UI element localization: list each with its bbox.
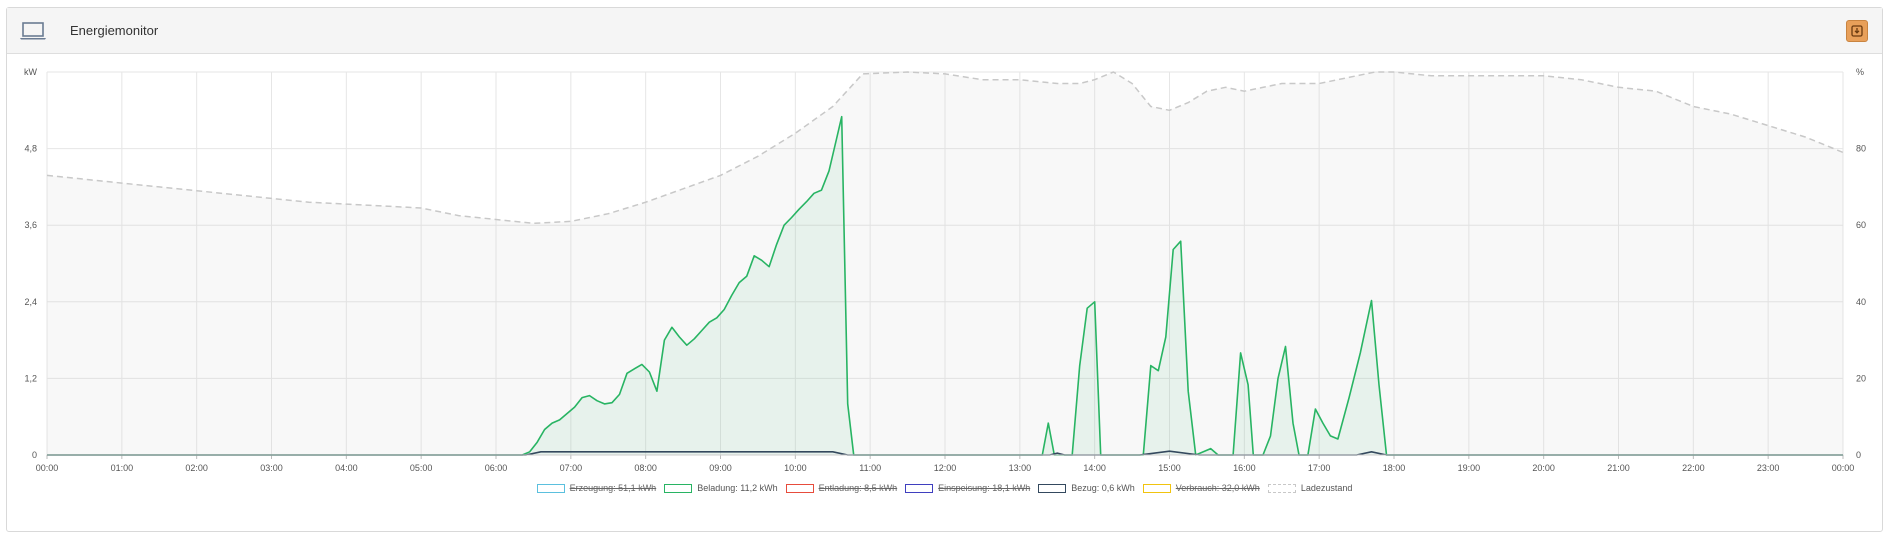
legend-swatch <box>785 483 814 493</box>
legend-swatch <box>664 483 693 493</box>
x-tick-label: 03:00 <box>260 463 283 473</box>
legend-swatch <box>1267 483 1296 493</box>
legend-swatch <box>1142 483 1171 493</box>
legend-item[interactable]: Entladung: 8,5 kWh <box>785 483 898 493</box>
series-line <box>46 71 1844 225</box>
legend-item[interactable]: Ladezustand <box>1267 483 1353 493</box>
legend-swatch <box>905 483 934 493</box>
x-tick-label: 02:00 <box>185 463 208 473</box>
x-tick-label: 23:00 <box>1757 463 1780 473</box>
x-tick-label: 12:00 <box>934 463 957 473</box>
x-tick-label: 00:00 <box>1832 463 1855 473</box>
y-right-tick-label: % <box>1856 67 1864 77</box>
x-tick-label: 07:00 <box>560 463 583 473</box>
legend-label: Verbrauch: 32,0 kWh <box>1175 483 1260 493</box>
x-tick-label: 14:00 <box>1083 463 1106 473</box>
energy-chart: 0 1,2 2,4 3,6 4,8 kW 0 20 40 60 80% 00:00 01:00 02:00… <box>24 67 1866 473</box>
y-left-tick-label: 1,2 <box>24 373 37 383</box>
x-tick-label: 15:00 <box>1158 463 1181 473</box>
x-tick-label: 08:00 <box>634 463 657 473</box>
x-tick-label: 10:00 <box>784 463 807 473</box>
legend-item[interactable]: Bezug: 0,6 kWh <box>1038 483 1135 493</box>
legend-label: Erzeugung: 51,1 kWh <box>569 483 657 493</box>
export-button[interactable] <box>1846 20 1868 42</box>
legend-label: Bezug: 0,6 kWh <box>1071 483 1135 493</box>
y-right-tick-label: 40 <box>1856 297 1866 307</box>
y-left-unit-label: kW <box>24 67 38 77</box>
y-left-tick-label: 0 <box>32 450 37 460</box>
legend-item[interactable]: Einspeisung: 18,1 kWh <box>905 483 1030 493</box>
series-line <box>47 115 1843 456</box>
series-area <box>47 72 1843 455</box>
legend-item[interactable]: Erzeugung: 51,1 kWh <box>536 483 657 493</box>
x-tick-label: 13:00 <box>1009 463 1032 473</box>
x-tick-label: 01:00 <box>111 463 134 473</box>
y-right-tick-label: 80 <box>1856 144 1866 154</box>
y-right-tick-label: 60 <box>1856 220 1866 230</box>
legend-label: Entladung: 8,5 kWh <box>818 483 898 493</box>
download-icon <box>1851 25 1863 37</box>
x-tick-label: 16:00 <box>1233 463 1256 473</box>
x-tick-label: 18:00 <box>1383 463 1406 473</box>
legend-label: Beladung: 11,2 kWh <box>697 483 778 493</box>
legend-label: Einspeisung: 18,1 kWh <box>938 483 1031 493</box>
y-left-tick-label: 3,6 <box>24 220 37 230</box>
x-tick-label: 17:00 <box>1308 463 1331 473</box>
legend-swatch <box>536 483 565 493</box>
x-tick-label: 00:00 <box>36 463 59 473</box>
y-right-tick-label: 0 <box>1856 450 1861 460</box>
legend-item[interactable]: Verbrauch: 32,0 kWh <box>1142 483 1260 493</box>
x-tick-label: 09:00 <box>709 463 732 473</box>
x-tick-label: 19:00 <box>1458 463 1481 473</box>
legend-swatch <box>1038 483 1067 493</box>
legend-item[interactable]: Beladung: 11,2 kWh <box>664 483 778 493</box>
x-tick-label: 21:00 <box>1607 463 1630 473</box>
x-tick-label: 06:00 <box>485 463 508 473</box>
y-left-tick-label: 4,8 <box>24 144 37 154</box>
legend-label: Ladezustand <box>1300 483 1353 493</box>
x-tick-label: 04:00 <box>335 463 358 473</box>
x-tick-label: 20:00 <box>1532 463 1555 473</box>
chart-legend: Erzeugung: 51,1 kWh Beladung: 11,2 kWh Ent… <box>0 481 1889 495</box>
x-tick-label: 11:00 <box>859 463 881 473</box>
y-right-tick-label: 20 <box>1856 373 1866 383</box>
panel-header: Energiemonitor <box>7 8 1882 54</box>
x-tick-label: 05:00 <box>410 463 433 473</box>
y-left-tick-label: 2,4 <box>24 297 37 307</box>
laptop-icon <box>20 22 46 40</box>
panel-title: Energiemonitor <box>70 23 159 38</box>
x-tick-label: 22:00 <box>1682 463 1705 473</box>
